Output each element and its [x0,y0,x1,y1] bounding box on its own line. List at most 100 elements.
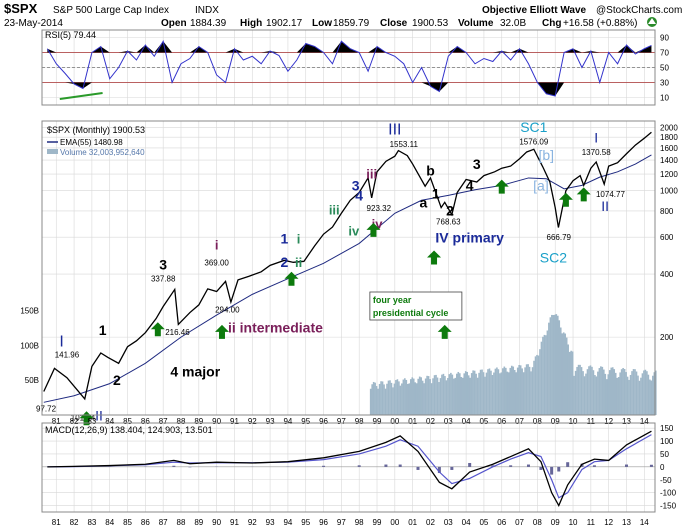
x-tick-label: 81 [52,518,61,527]
wave-label: 3 [473,156,481,172]
volume-bar [409,379,412,415]
x-tick-label: 84 [105,417,114,426]
rsi-trendline [59,92,103,100]
x-tick-label: 07 [515,518,524,527]
x-tick-label: 12 [604,417,613,426]
x-tick-label: 09 [551,417,560,426]
volume-bar [450,372,452,415]
up-arrow-icon [366,222,381,237]
x-tick-label: 90 [212,417,221,426]
volume-bar [402,379,405,415]
volume-bar [451,374,454,415]
macd-histogram-bar [357,465,361,467]
volume-bar [441,374,443,415]
x-tick-label: 05 [479,417,488,426]
volume-bar [634,369,636,415]
open-value: 1884.39 [190,18,227,29]
volume-axis-label: 100B [20,341,39,350]
volume-bar [552,315,555,415]
volume-bar [401,383,403,415]
macd-histogram-bar [557,466,561,472]
x-tick-label: 97 [337,417,346,426]
macd-histogram-bar [550,466,554,475]
macd-tick-label: -50 [660,476,672,485]
x-tick-label: 09 [551,518,560,527]
volume-bar [643,370,645,415]
price-tick-label: 800 [660,207,674,216]
close-value: 1900.53 [412,18,449,29]
x-tick-label: 97 [337,518,346,527]
volume-bar [640,377,642,415]
wave-label: iii [329,202,340,217]
x-tick-label: 89 [194,518,203,527]
volume-bar [539,349,541,415]
wave-label: I [59,334,63,351]
wave-label: 141.96 [55,350,80,359]
volume-bar [545,335,547,415]
volume-bar [473,370,476,415]
high-value: 1902.17 [266,18,303,29]
wave-label: ii [295,255,302,270]
volume-bar [497,369,500,415]
x-tick-label: 82 [70,417,79,426]
volume-bar [407,383,409,415]
volume-bar [447,377,449,415]
up-arrow-icon [437,324,452,339]
price-tick-label: 200 [660,333,674,342]
wave-label: 216.46 [165,328,190,337]
volume-bar [384,388,387,415]
volume-bar [479,369,482,415]
volume-bar [622,367,624,415]
volume-bar [429,379,431,415]
chg-value: +16.58 (+0.88%) [563,18,638,29]
x-tick-label: 96 [319,417,328,426]
volume-bar [505,367,507,415]
wave-label: 768.63 [436,217,461,226]
price-x-axis: 81 82 83 84 85 86 87 88 89 90 91 92 93 94 95 96 97 98 99 00… [52,417,650,426]
volume-bar [565,337,568,415]
x-tick-label: 07 [515,417,524,426]
volume-bar [600,366,602,415]
x-tick-label: 85 [123,518,132,527]
volume-bar [482,372,485,415]
wave-label: SC1 [520,119,547,135]
volume-bar [438,382,440,415]
volume-bar [399,385,402,415]
volume-bar [490,370,492,415]
volume-legend: Volume 32,003,952,640 [60,148,145,157]
volume-bar [625,372,627,415]
x-tick-label: 12 [604,518,613,527]
wave-label: 666.79 [547,233,572,242]
x-tick-label: 83 [87,518,96,527]
x-tick-label: 10 [569,518,578,527]
close-label: Close [380,18,408,29]
volume-bar [601,366,604,415]
chg-up-icon [647,17,657,27]
macd-histogram-bar [566,462,570,467]
wave-label: 2 [280,254,288,270]
volume-axis-label: 50B [25,376,39,385]
volume-bar [456,373,458,415]
macd-tick-label: 50 [660,450,669,459]
volume-bar [626,376,629,415]
volume-bar [522,372,525,415]
volume-bar [613,369,616,415]
volume-bar [646,371,648,415]
macd-histogram-bar [468,462,472,467]
volume-bar [475,373,477,415]
volume-bar [469,377,471,415]
volume-bar [457,371,460,415]
volume-bar [460,376,463,415]
x-tick-label: 87 [159,518,168,527]
volume-bar [616,377,618,415]
wave-label: 2 [446,203,454,219]
macd-line [47,430,652,508]
x-tick-label: 98 [355,417,364,426]
x-tick-label: 14 [640,518,649,527]
x-tick-label: 11 [587,518,596,527]
wave-label: 294.00 [215,306,240,315]
volume-bar [481,369,483,415]
volume-bar [512,366,515,415]
volume-bar [591,366,593,415]
volume-bar [598,368,601,415]
